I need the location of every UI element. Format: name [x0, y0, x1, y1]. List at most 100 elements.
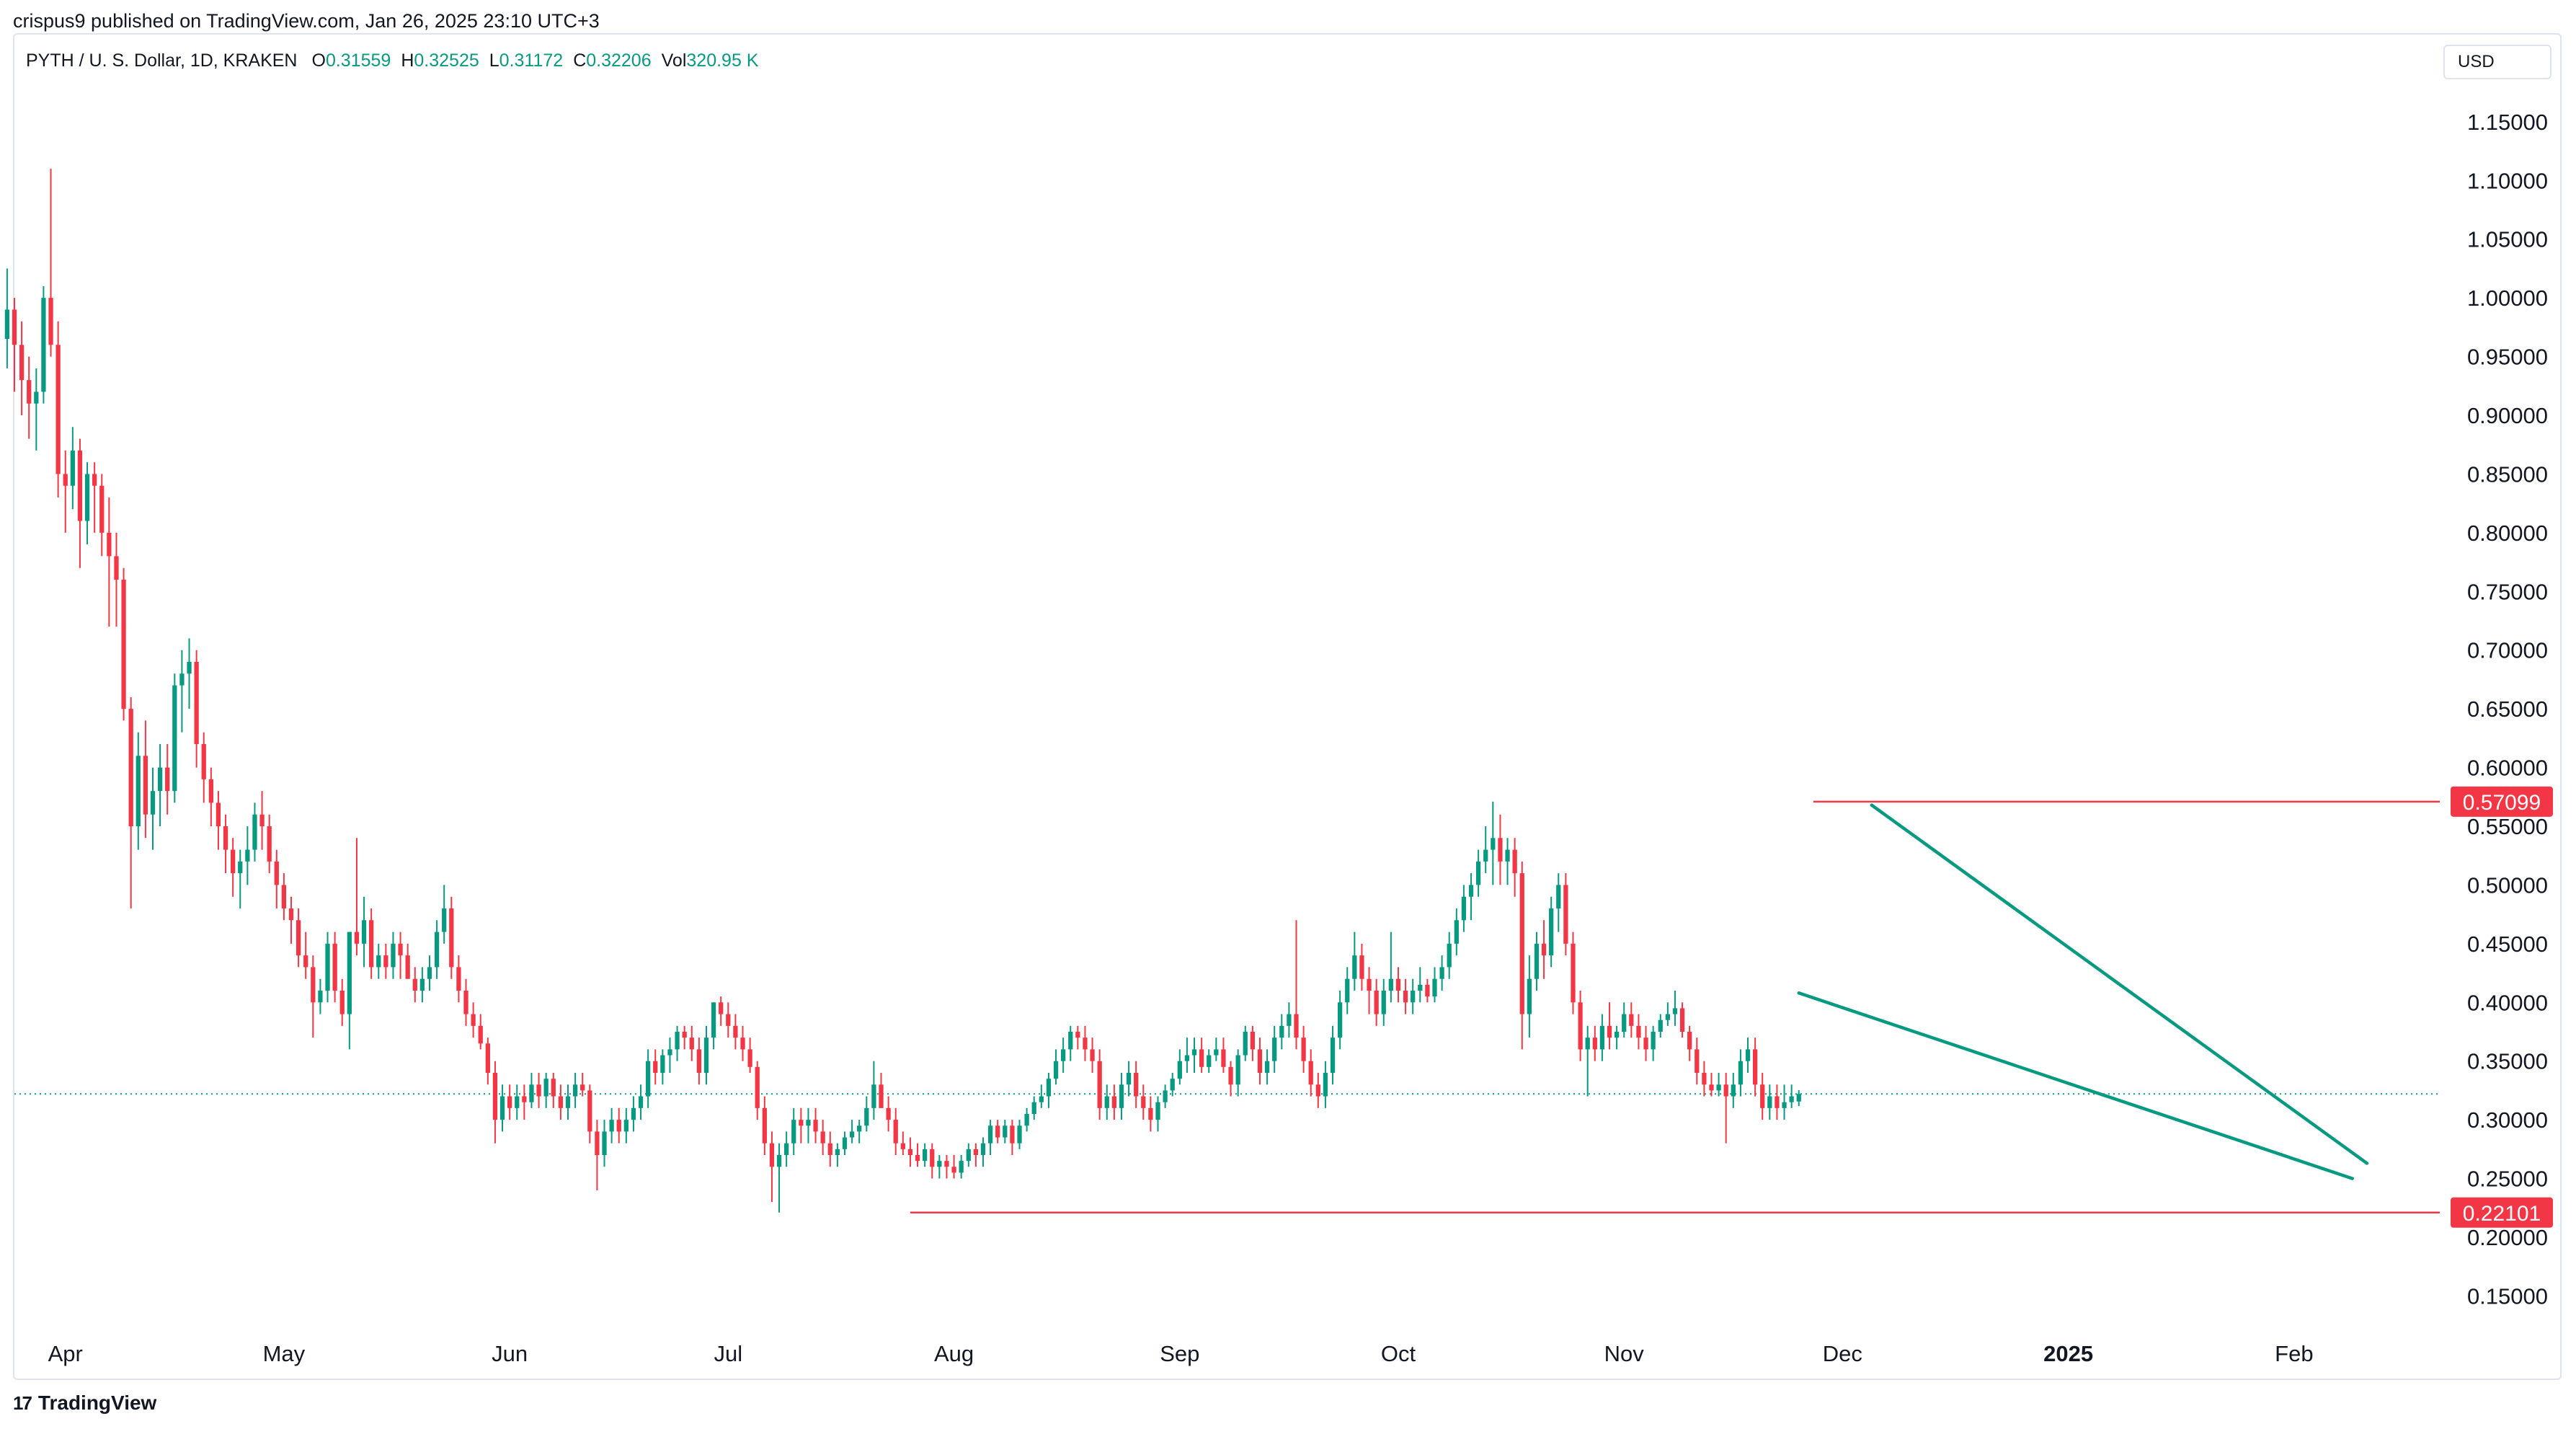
candle-body — [194, 662, 199, 744]
candle-body — [499, 1096, 505, 1120]
candle-body — [318, 991, 323, 1003]
close-label: C — [573, 50, 587, 71]
candle-body — [871, 1084, 876, 1108]
candle-body — [551, 1079, 556, 1097]
candle-body — [959, 1161, 964, 1173]
candle-body — [121, 580, 126, 709]
candle-body — [311, 967, 316, 1003]
y-tick-label: 1.15000 — [2467, 110, 2548, 135]
candle-body — [1461, 896, 1467, 921]
candle-body — [842, 1137, 848, 1149]
candle-body — [27, 380, 32, 404]
candle-body — [1658, 1019, 1663, 1032]
candle-body — [1498, 838, 1503, 862]
low-label: L — [489, 50, 499, 71]
currency-button[interactable]: USD — [2443, 45, 2551, 79]
candle-body — [34, 391, 39, 404]
close-value: 0.32206 — [586, 50, 652, 71]
low-value: 0.31172 — [499, 50, 564, 71]
candle-body — [1636, 1025, 1641, 1038]
candle-body — [1235, 1055, 1240, 1085]
candle-body — [1782, 1102, 1787, 1108]
candle-body — [915, 1155, 920, 1162]
candle-body — [463, 991, 468, 1014]
y-tick-label: 0.35000 — [2467, 1049, 2548, 1074]
candle-body — [456, 967, 461, 991]
candle-body — [339, 991, 345, 1014]
y-tick-label: 0.30000 — [2467, 1107, 2548, 1133]
candle-body — [223, 826, 228, 850]
candle-body — [1214, 1049, 1219, 1056]
candle-body — [208, 779, 213, 803]
candle-body — [1534, 943, 1540, 979]
candle-body — [1571, 943, 1576, 1003]
y-tick-label: 0.95000 — [2467, 345, 2548, 370]
candle-body — [1352, 955, 1357, 979]
candle-body — [1702, 1073, 1707, 1085]
x-tick-label: 2025 — [2043, 1341, 2093, 1366]
candle-body — [565, 1096, 571, 1108]
candle-body — [711, 1002, 716, 1038]
candle-body — [923, 1149, 928, 1162]
candle-body — [1775, 1096, 1780, 1108]
candle-body — [1170, 1079, 1175, 1091]
candle-body — [558, 1096, 564, 1108]
candle-body — [755, 1066, 760, 1108]
candle-body — [347, 932, 352, 1014]
candle-body — [1556, 885, 1561, 908]
candle-body — [449, 908, 454, 968]
candle-body — [1709, 1084, 1714, 1091]
candle-body — [1177, 1061, 1182, 1079]
candle-body — [1068, 1032, 1073, 1050]
candle-body — [1425, 984, 1430, 997]
tradingview-logo[interactable]: 17 TradingView — [13, 1392, 156, 1415]
candle-body — [987, 1125, 993, 1143]
candle-body — [1279, 1025, 1284, 1038]
candle-body — [762, 1107, 767, 1143]
y-tick-label: 0.40000 — [2467, 990, 2548, 1015]
candle-body — [1592, 1038, 1597, 1050]
candle-body — [1468, 885, 1474, 897]
candle-body — [376, 955, 381, 968]
candle-body — [383, 955, 388, 968]
candle-body — [1447, 943, 1452, 968]
candle-body — [667, 1049, 672, 1056]
candle-body — [944, 1161, 949, 1167]
candle-body — [1083, 1038, 1088, 1050]
y-tick-label: 0.15000 — [2467, 1283, 2548, 1309]
candle-body — [1308, 1061, 1313, 1085]
candle-body — [1599, 1025, 1605, 1050]
y-tick-label: 0.55000 — [2467, 814, 2548, 839]
candle-body — [1439, 967, 1444, 979]
symbol-title[interactable]: PYTH / U. S. Dollar, 1D, KRAKEN — [26, 50, 298, 71]
candle-body — [296, 920, 301, 956]
high-value: 0.32525 — [414, 50, 479, 71]
candle-body — [1629, 1014, 1634, 1026]
y-tick-label: 1.00000 — [2467, 286, 2548, 311]
candle-body — [1665, 1014, 1670, 1020]
y-tick-label: 0.25000 — [2467, 1167, 2548, 1192]
candle-body — [274, 861, 279, 885]
y-tick-label: 0.75000 — [2467, 579, 2548, 604]
candle-body — [719, 1002, 724, 1014]
candle-body — [1111, 1096, 1117, 1108]
candle-body — [369, 920, 374, 968]
candle-body — [1395, 978, 1401, 991]
candle-body — [1024, 1114, 1029, 1126]
tradingview-brand: TradingView — [37, 1392, 157, 1414]
candle-body — [1483, 849, 1488, 862]
candle-body — [1454, 920, 1459, 944]
candle-body — [820, 1131, 825, 1143]
y-tick-label: 0.85000 — [2467, 461, 2548, 487]
candle-body — [92, 474, 97, 486]
candle-body — [1345, 978, 1350, 1003]
candle-body — [522, 1096, 527, 1102]
candle-body — [733, 1025, 738, 1038]
candle-body — [616, 1120, 621, 1132]
candle-body — [1061, 1049, 1066, 1061]
candle-body — [907, 1149, 913, 1155]
candle-body — [951, 1167, 956, 1173]
candle-body — [1134, 1073, 1139, 1097]
y-tick-label: 0.45000 — [2467, 932, 2548, 957]
